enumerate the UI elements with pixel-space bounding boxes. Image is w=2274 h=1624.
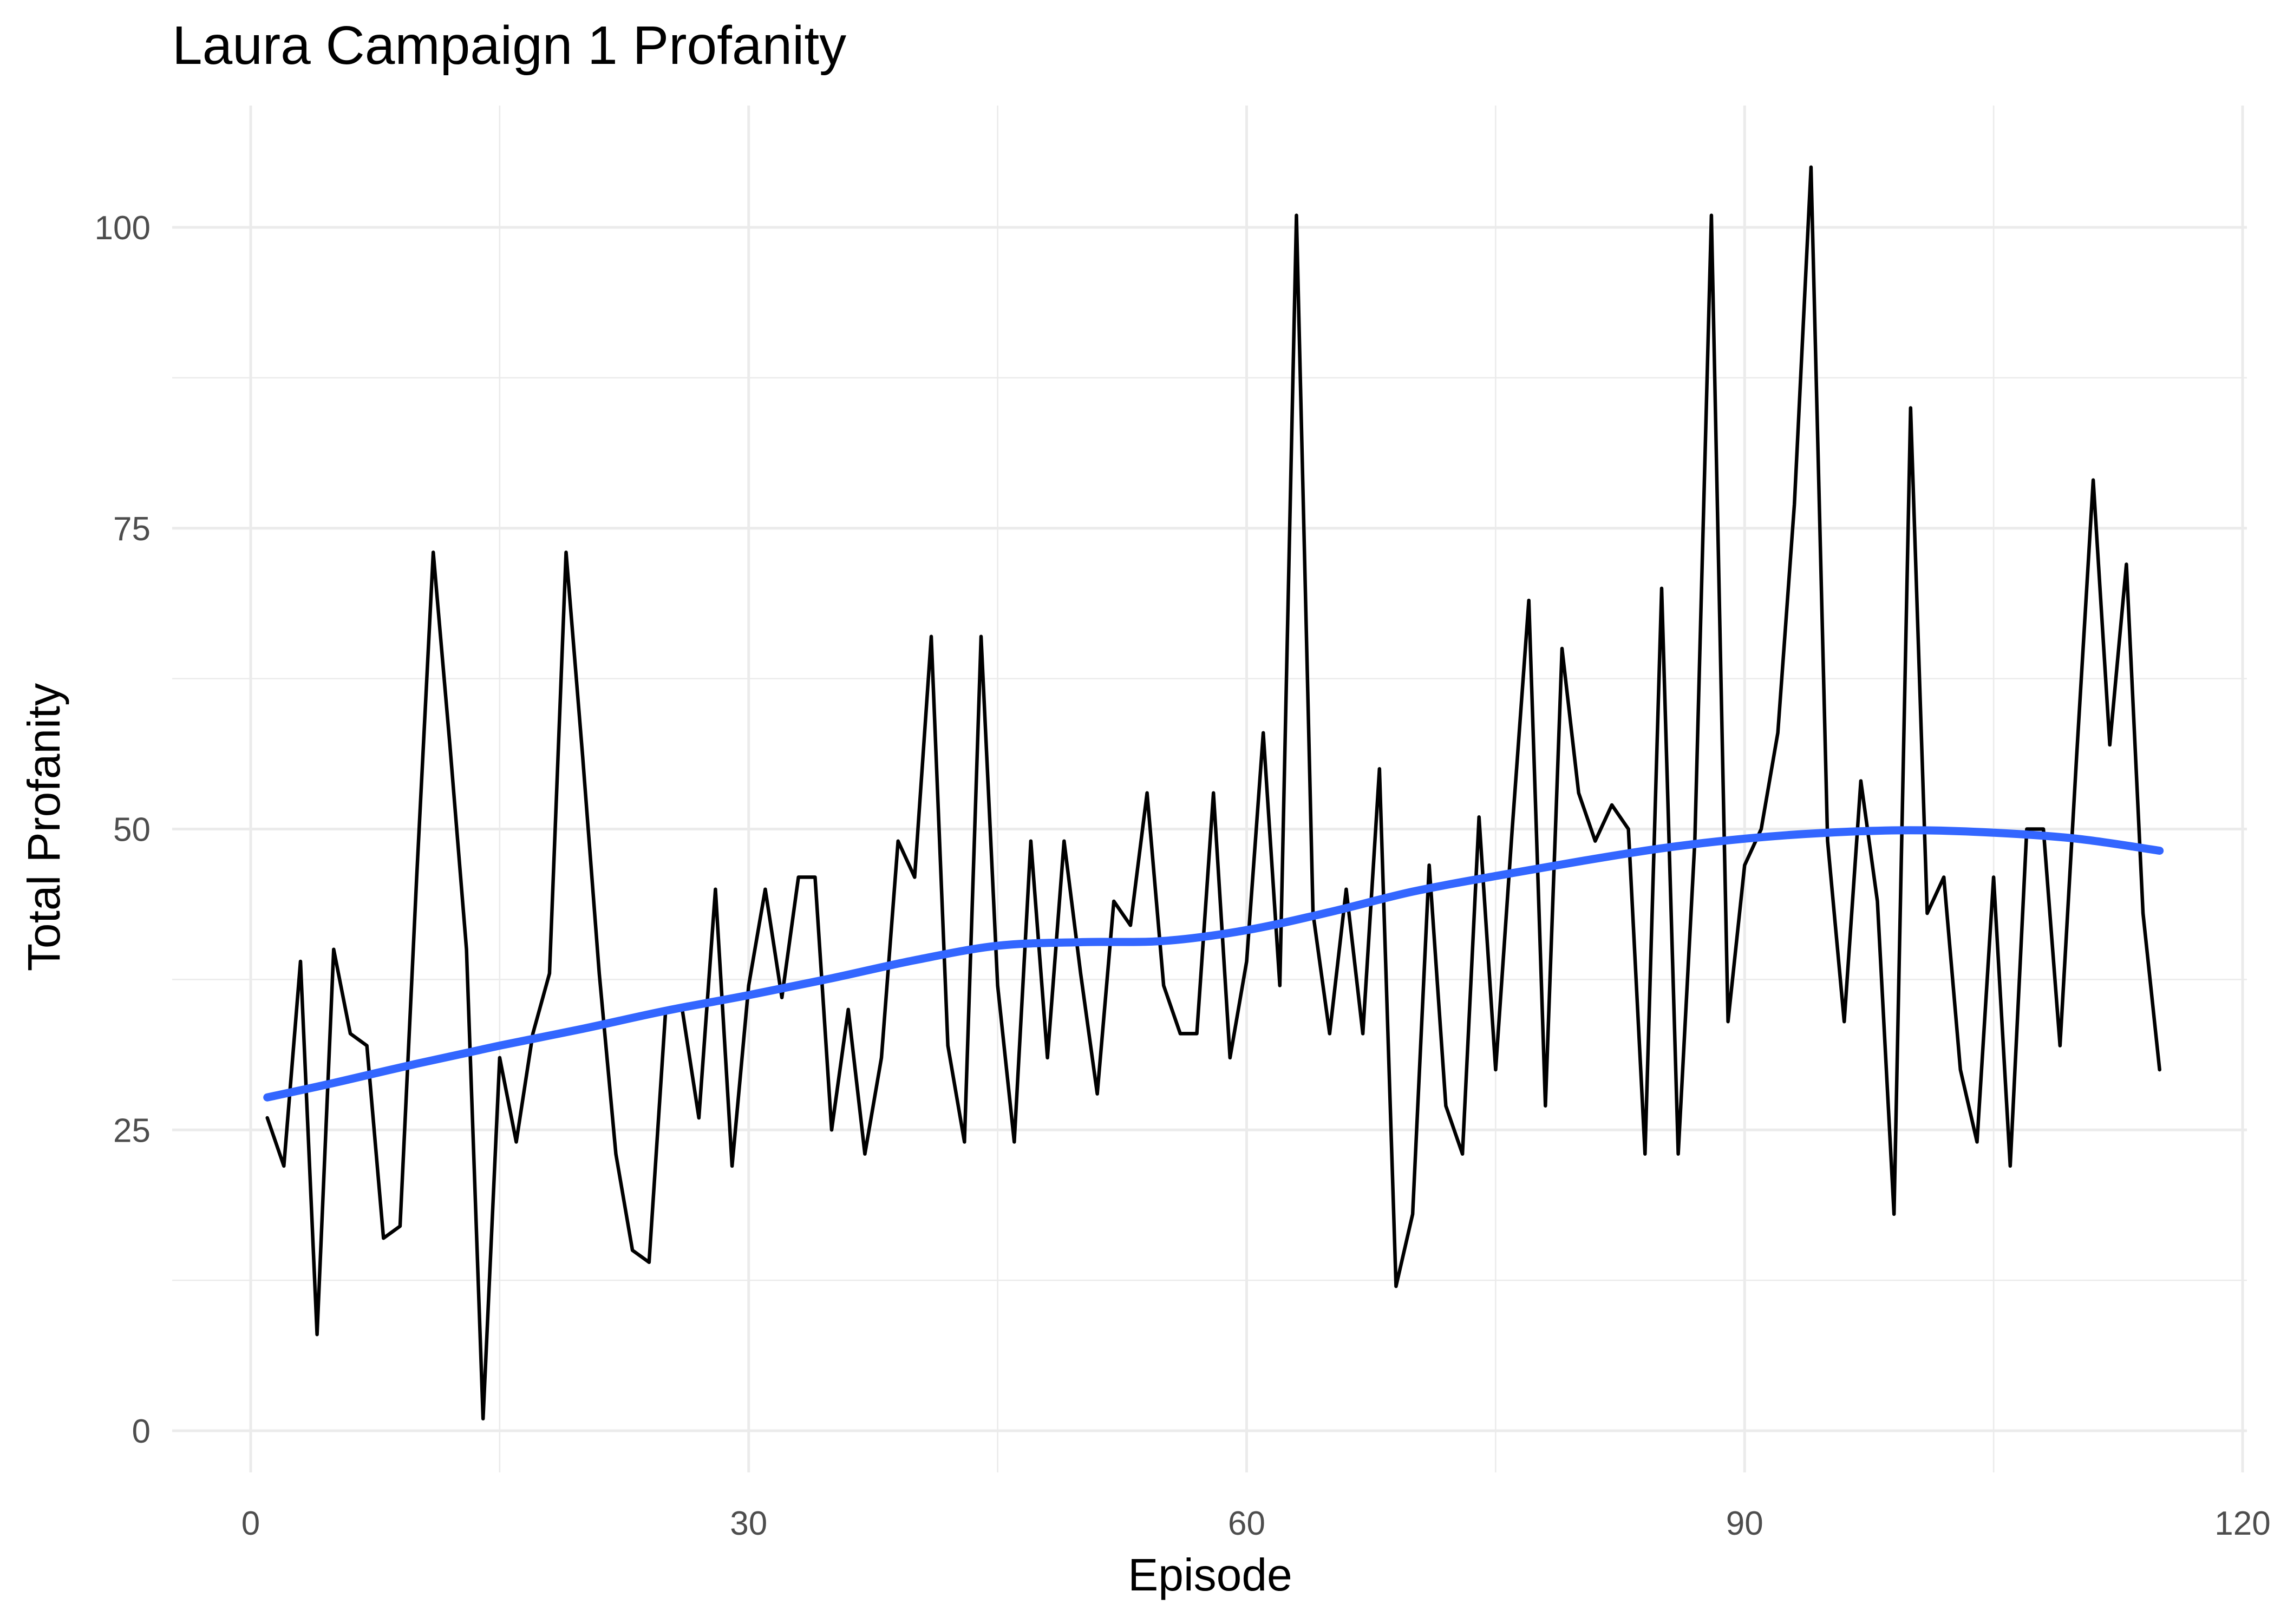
x-tick-label: 0 bbox=[241, 1505, 260, 1542]
major-gridlines bbox=[172, 106, 2247, 1472]
x-tick-label: 120 bbox=[2214, 1505, 2270, 1542]
y-tick-label: 25 bbox=[113, 1112, 151, 1149]
x-tick-label: 90 bbox=[1726, 1505, 1763, 1542]
x-axis-title: Episode bbox=[1128, 1549, 1292, 1600]
y-tick-label: 75 bbox=[113, 510, 151, 548]
minor-gridlines bbox=[172, 106, 2247, 1472]
y-tick-label: 50 bbox=[113, 811, 151, 849]
y-tick-label: 100 bbox=[95, 209, 151, 247]
y-axis-tick-labels: 0 25 50 75 100 bbox=[95, 209, 151, 1450]
y-axis-title: Total Profanity bbox=[18, 683, 69, 971]
chart-title: Laura Campaign 1 Profanity bbox=[172, 15, 846, 76]
profanity-series-line bbox=[265, 165, 2161, 1421]
x-tick-label: 30 bbox=[730, 1505, 767, 1542]
x-axis-tick-labels: 0 30 60 90 120 bbox=[241, 1505, 2271, 1542]
x-tick-label: 60 bbox=[1228, 1505, 1265, 1542]
y-tick-label: 0 bbox=[132, 1413, 151, 1450]
smoothed-trend-line bbox=[263, 826, 2164, 1102]
